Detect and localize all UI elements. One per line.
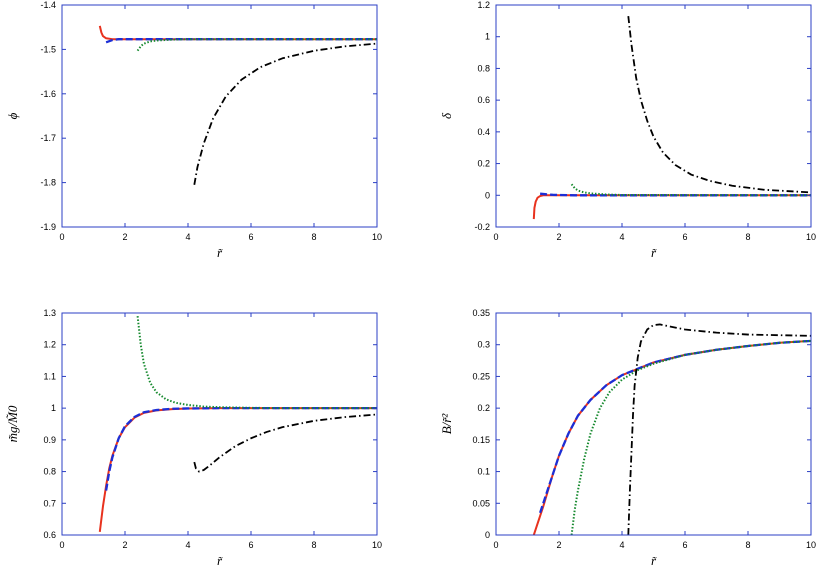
series-line-3 — [570, 183, 811, 197]
x-tick-label: 2 — [122, 540, 127, 550]
x-tick-label: 8 — [745, 232, 750, 242]
plot-frame — [61, 312, 378, 536]
plot-frame — [495, 4, 812, 228]
y-tick-label: -1.4 — [40, 0, 56, 10]
x-tick-label: 6 — [248, 232, 253, 242]
plot-frame — [61, 4, 378, 228]
y-tick-label: 0.35 — [472, 308, 490, 318]
y-tick-label: 0.4 — [477, 127, 490, 137]
y-tick-label: -1.5 — [40, 44, 56, 54]
plot-frame — [495, 312, 812, 536]
y-tick-label: 1 — [485, 32, 490, 42]
x-tick-label: 0 — [59, 540, 64, 550]
series-line-1 — [98, 25, 377, 41]
series-line-1 — [98, 407, 377, 532]
series-line-2 — [105, 38, 377, 44]
series-line-1 — [532, 339, 811, 535]
y-tick-label: -1.9 — [40, 222, 56, 232]
x-tick-label: 6 — [248, 540, 253, 550]
series-line-2 — [104, 406, 377, 491]
x-axis-label: r̃ — [651, 245, 658, 260]
x-axis-label: r̃ — [217, 553, 224, 565]
y-tick-label: 0.9 — [43, 435, 56, 445]
series-line-3 — [136, 38, 377, 52]
x-tick-label: 0 — [493, 232, 498, 242]
series-line-2 — [539, 192, 811, 197]
series-line-4 — [627, 16, 811, 194]
x-tick-label: 10 — [372, 232, 382, 242]
plot-panel-2: 0 2 4 6 8 10-0.200.20.40.60.811.2r̃δ — [439, 0, 816, 260]
y-tick-label: 0.8 — [477, 63, 490, 73]
y-axis-label: ϕ — [5, 112, 20, 119]
x-tick-label: 10 — [372, 540, 382, 550]
x-tick-label: 4 — [185, 232, 190, 242]
y-tick-label: 0 — [485, 190, 490, 200]
y-axis-label: B/r̃² — [439, 413, 454, 435]
y-tick-label: 0.2 — [477, 403, 490, 413]
x-axis-label: r̃ — [651, 553, 658, 565]
y-tick-label: 1.2 — [43, 340, 56, 350]
series-line-1 — [532, 194, 811, 220]
y-tick-label: 0.3 — [477, 340, 490, 350]
x-tick-label: 4 — [619, 232, 624, 242]
x-tick-label: 4 — [185, 540, 190, 550]
y-tick-label: 1.1 — [43, 371, 56, 381]
plot-panel-4: 0 2 4 6 8 10 0 0.05 0.1 0.15 0.2 0.25 0.3 0.35 r̃ B/r̃² — [439, 308, 816, 565]
y-tick-label: 0.6 — [43, 530, 56, 540]
x-tick-label: 2 — [122, 232, 127, 242]
x-tick-label: 2 — [556, 540, 561, 550]
series-line-2 — [539, 339, 811, 514]
series-line-4 — [627, 323, 811, 535]
y-tick-label: -1.8 — [40, 178, 56, 188]
x-tick-label: 2 — [556, 232, 561, 242]
x-tick-label: 8 — [745, 540, 750, 550]
y-tick-label: 0 — [485, 530, 490, 540]
x-tick-label: 0 — [493, 540, 498, 550]
y-tick-label: 0.1 — [477, 467, 490, 477]
y-tick-label: -1.6 — [40, 89, 56, 99]
x-tick-label: 10 — [806, 232, 816, 242]
y-tick-label: 0.2 — [477, 159, 490, 169]
x-tick-label: 0 — [59, 232, 64, 242]
y-tick-label: 0.15 — [472, 435, 490, 445]
series-line-4 — [193, 42, 377, 185]
series-line-4 — [193, 413, 377, 473]
y-tick-label: 1.3 — [43, 308, 56, 318]
y-tick-label: -1.7 — [40, 133, 56, 143]
x-tick-label: 4 — [619, 540, 624, 550]
y-tick-label: -0.2 — [474, 222, 490, 232]
y-tick-label: 0.6 — [477, 95, 490, 105]
y-axis-label: m̃g/M̃0 — [5, 405, 20, 442]
y-tick-label: 1.2 — [477, 0, 490, 10]
x-axis-label: r̃ — [217, 245, 224, 260]
y-tick-label: 1 — [51, 403, 56, 413]
x-tick-label: 6 — [682, 540, 687, 550]
y-tick-label: 0.8 — [43, 467, 56, 477]
y-tick-label: 0.25 — [472, 371, 490, 381]
plot-panel-3: 0 2 4 6 8 10 0.6 0.7 0.8 0.9 1 1.1 1.2 1.3 r̃ m̃g/M̃0 — [5, 308, 382, 565]
y-axis-label: δ — [439, 112, 454, 119]
x-tick-label: 8 — [311, 232, 316, 242]
plot-panel-1: 0 2 4 6 8 10 -1.9 -1.8 -1.7 -1.6 -1.5 -1.4 r̃ ϕ — [5, 0, 382, 260]
x-tick-label: 10 — [806, 540, 816, 550]
series-line-3 — [136, 316, 377, 410]
x-tick-label: 6 — [682, 232, 687, 242]
x-tick-label: 8 — [311, 540, 316, 550]
y-tick-label: 0.7 — [43, 498, 56, 508]
series-line-3 — [570, 339, 811, 535]
y-tick-label: 0.05 — [472, 498, 490, 508]
